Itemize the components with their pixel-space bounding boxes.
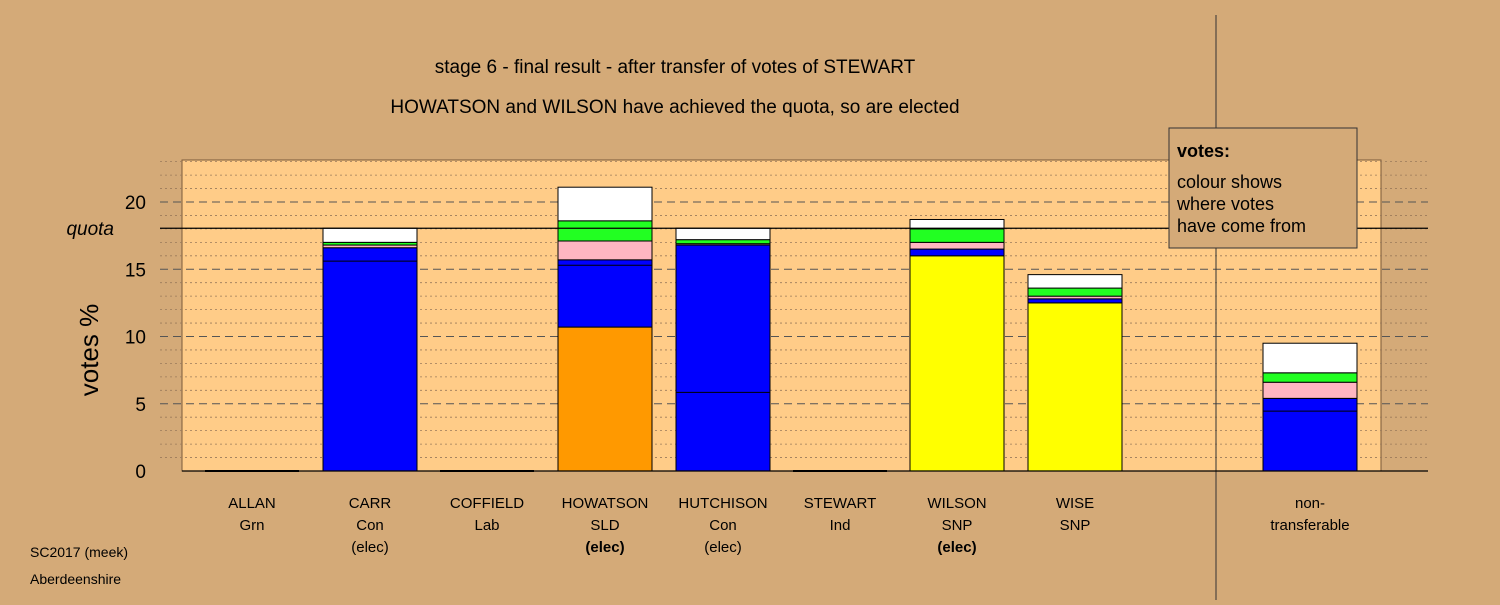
candidate-status: (elec) [937, 539, 976, 556]
bar-segment-grn [675, 239, 771, 245]
candidate-name: COFFIELD [450, 495, 524, 512]
y-tick-label: 0 [135, 462, 146, 483]
candidate-name: WISE [1056, 495, 1094, 512]
candidate-label: CARR Con (elec) [349, 495, 392, 556]
candidate-label: non-transferable [1270, 495, 1349, 534]
candidate-name: non- [1295, 495, 1325, 512]
legend-text: where votes [1176, 194, 1274, 214]
y-tick-label: 10 [125, 328, 146, 349]
legend-box [1168, 127, 1358, 249]
candidate-name: HUTCHISON [678, 495, 767, 512]
candidate-name: transferable [1270, 517, 1349, 534]
bar-wise [1027, 274, 1123, 472]
bar-segment-ind [322, 227, 418, 243]
footer-ward: Aberdeenshire [30, 571, 121, 587]
bar-segment-ind [1027, 274, 1123, 289]
candidate-name: ALLAN [228, 495, 276, 512]
bar-segment-con [909, 248, 1005, 257]
y-tick-label: 15 [125, 260, 146, 281]
bar-segment-lab [909, 241, 1005, 250]
x-axis-labels: ALLAN Grn CARR Con (elec) COFFIELD Lab HOWATSON… [228, 495, 1349, 556]
candidate-label: COFFIELD Lab [450, 495, 524, 534]
candidate-party: SNP [1060, 517, 1091, 534]
candidate-status: (elec) [351, 539, 389, 556]
bar-segment-lab [1262, 381, 1358, 399]
bar-segment-ind [1262, 342, 1358, 374]
candidate-label: WILSON SNP (elec) [927, 495, 986, 556]
bar-segment-con [557, 259, 653, 328]
bar-segment-con [322, 247, 418, 472]
bar-segment-con [1027, 298, 1123, 304]
legend-text: have come from [1177, 216, 1306, 236]
candidate-label: HOWATSON SLD (elec) [562, 495, 649, 556]
bar-wilson [909, 218, 1005, 472]
candidate-party: SNP [942, 517, 973, 534]
bar-segment-ind [557, 186, 653, 222]
bars [205, 186, 1358, 472]
bar-segment-snp [909, 255, 1005, 472]
candidate-party: Grn [239, 517, 264, 534]
bar-segment-ind [675, 227, 771, 241]
bar-segment-snp [1027, 302, 1123, 472]
bar-segment-grn [1262, 372, 1358, 383]
bar-segment-ind [909, 218, 1005, 230]
candidate-party: Con [709, 517, 737, 534]
candidate-status: (elec) [704, 539, 742, 556]
candidate-label: HUTCHISON Con (elec) [678, 495, 767, 556]
candidate-label: WISE SNP [1056, 495, 1094, 534]
y-tick-label: 20 [125, 193, 146, 214]
bar-segment-grn [557, 220, 653, 242]
candidate-party: Con [356, 517, 384, 534]
candidate-name: STEWART [804, 495, 877, 512]
candidate-label: STEWART Ind [804, 495, 877, 534]
candidate-party: Ind [830, 517, 851, 534]
quota-label: quota [66, 219, 114, 240]
bar-segment-con [1262, 397, 1358, 472]
footer-source: SC2017 (meek) [30, 544, 128, 560]
candidate-name: HOWATSON [562, 495, 649, 512]
legend-text: colour shows [1177, 172, 1282, 192]
legend-title: votes: [1177, 141, 1230, 161]
candidate-party: Lab [474, 517, 499, 534]
bar-howatson [557, 186, 653, 472]
chart-title: stage 6 - final result - after transfer … [435, 57, 916, 78]
bar-hutchison [675, 227, 771, 472]
y-axis: 0 5 10 15 20 [125, 193, 146, 483]
bar-segment-lab [557, 240, 653, 261]
candidate-label: ALLAN Grn [228, 495, 276, 534]
bar-carr [322, 227, 418, 472]
bar-non--transferable [1262, 342, 1358, 472]
y-tick-label: 5 [135, 395, 146, 416]
bar-segment-con [675, 244, 771, 472]
chart-subtitle: HOWATSON and WILSON have achieved the qu… [390, 97, 959, 118]
candidate-status: (elec) [585, 539, 624, 556]
bar-segment-grn [1027, 287, 1123, 297]
bar-segment-sld [557, 326, 653, 472]
y-axis-label: votes % [74, 304, 104, 397]
bar-segment-grn [909, 228, 1005, 243]
candidate-name: WILSON [927, 495, 986, 512]
candidate-party: SLD [590, 517, 619, 534]
candidate-name: CARR [349, 495, 392, 512]
